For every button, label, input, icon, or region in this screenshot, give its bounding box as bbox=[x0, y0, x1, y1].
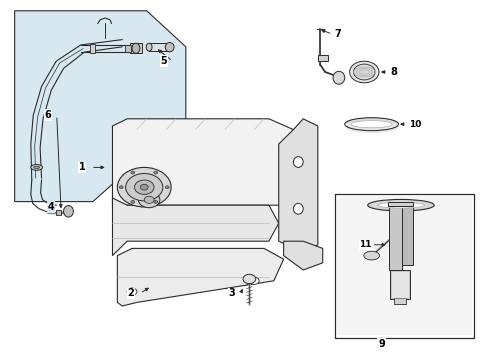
Ellipse shape bbox=[249, 277, 259, 284]
Ellipse shape bbox=[63, 206, 73, 217]
Ellipse shape bbox=[144, 196, 154, 203]
Ellipse shape bbox=[131, 171, 134, 174]
Ellipse shape bbox=[34, 166, 40, 168]
Bar bbox=[56, 210, 61, 215]
Ellipse shape bbox=[344, 118, 398, 131]
Polygon shape bbox=[283, 241, 322, 270]
Ellipse shape bbox=[243, 274, 255, 284]
Ellipse shape bbox=[349, 61, 378, 83]
Text: 11: 11 bbox=[359, 240, 371, 249]
Ellipse shape bbox=[350, 121, 391, 128]
Ellipse shape bbox=[146, 43, 152, 51]
Polygon shape bbox=[112, 198, 278, 256]
Bar bbox=[129, 43, 142, 53]
Text: 7: 7 bbox=[333, 29, 340, 39]
Bar bbox=[388, 206, 402, 270]
Ellipse shape bbox=[138, 192, 160, 208]
Ellipse shape bbox=[134, 180, 154, 194]
Text: 6: 6 bbox=[44, 110, 51, 120]
Bar bbox=[387, 202, 412, 206]
Text: 3: 3 bbox=[228, 288, 235, 298]
Bar bbox=[125, 45, 131, 52]
Ellipse shape bbox=[367, 199, 433, 211]
Polygon shape bbox=[112, 119, 303, 205]
Bar bbox=[402, 206, 412, 265]
Ellipse shape bbox=[165, 186, 169, 189]
Ellipse shape bbox=[130, 201, 134, 203]
Text: 9: 9 bbox=[377, 339, 384, 349]
Text: 4: 4 bbox=[48, 202, 55, 212]
Bar bbox=[334, 194, 473, 338]
Ellipse shape bbox=[165, 42, 174, 52]
Ellipse shape bbox=[127, 288, 137, 295]
Text: 1: 1 bbox=[79, 162, 85, 172]
Polygon shape bbox=[278, 119, 317, 252]
Bar bbox=[337, 196, 471, 335]
Ellipse shape bbox=[293, 157, 303, 167]
Polygon shape bbox=[117, 248, 283, 306]
Ellipse shape bbox=[140, 184, 148, 190]
Bar bbox=[149, 43, 169, 51]
Ellipse shape bbox=[377, 202, 424, 208]
Ellipse shape bbox=[332, 71, 344, 84]
Text: 10: 10 bbox=[408, 120, 421, 129]
Bar bbox=[317, 55, 327, 61]
Text: 8: 8 bbox=[389, 67, 396, 77]
Ellipse shape bbox=[353, 64, 374, 80]
Ellipse shape bbox=[31, 165, 42, 170]
Ellipse shape bbox=[119, 186, 123, 189]
Text: 5: 5 bbox=[160, 56, 167, 66]
Bar bbox=[390, 271, 408, 298]
Bar bbox=[334, 194, 473, 338]
Polygon shape bbox=[15, 11, 185, 202]
Bar bbox=[389, 270, 409, 299]
Text: 2: 2 bbox=[127, 288, 134, 298]
Ellipse shape bbox=[125, 174, 163, 201]
Ellipse shape bbox=[153, 201, 157, 203]
Ellipse shape bbox=[293, 203, 303, 214]
Bar bbox=[393, 298, 405, 304]
Ellipse shape bbox=[154, 171, 157, 174]
Ellipse shape bbox=[132, 43, 140, 53]
Bar bbox=[90, 44, 95, 53]
Ellipse shape bbox=[117, 167, 171, 207]
Ellipse shape bbox=[363, 251, 379, 260]
